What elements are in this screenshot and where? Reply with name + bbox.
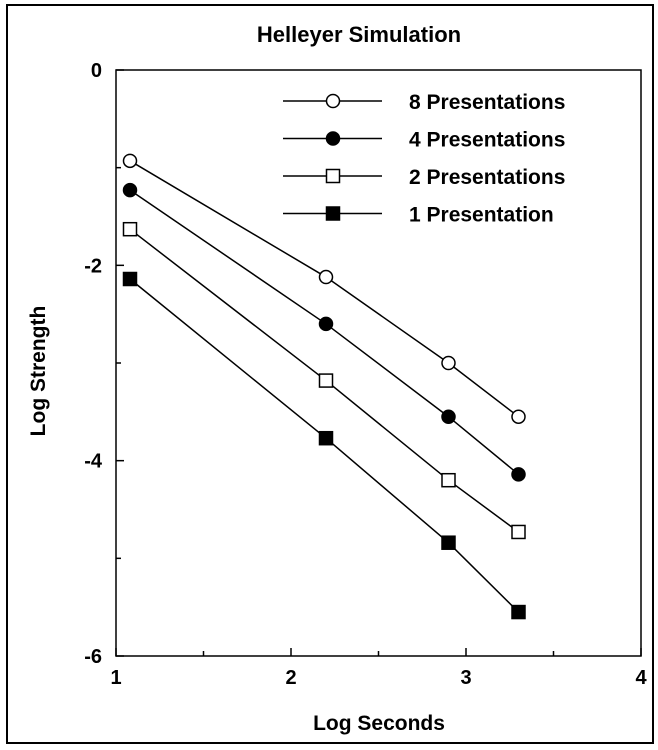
y-tick-label: -2 [84,255,102,277]
series-line [129,189,519,475]
series-group [122,153,526,620]
y-tick-label: -4 [84,451,103,473]
x-tick-label: 2 [285,667,296,689]
x-axis-label: Log Seconds [313,712,445,735]
legend-marker [325,168,341,184]
x-tick-label: 1 [110,667,121,689]
legend-label: 1 Presentation [409,204,554,227]
legend: 8 Presentations 4 Presentations 2 Presenta… [283,91,565,227]
series-2 [122,182,526,482]
y-tick-label: 0 [91,60,102,82]
data-point [511,524,526,540]
axis-ticks: 1 2 3 4 0 -2 -4 -6 [84,60,647,689]
legend-label: 4 Presentations [409,129,565,152]
chart-frame [6,4,654,744]
legend-entry: 4 Presentations [283,129,565,152]
data-point [122,271,138,287]
legend-label: 2 Presentations [409,166,565,189]
legend-entry: 8 Presentations [283,91,565,114]
data-point [441,535,456,550]
series-3 [122,221,526,540]
series-1 [122,153,526,424]
data-point [318,269,334,285]
legend-label: 8 Presentations [409,91,565,114]
chart-title: Helleyer Simulation [257,22,461,47]
x-tick-label: 3 [460,667,471,689]
data-point [511,604,526,620]
data-point [441,355,456,371]
legend-marker [325,131,341,146]
series-4 [122,271,526,620]
x-tick-label: 4 [635,667,647,689]
y-axis-label: Log Strength [27,306,50,437]
data-point [441,472,456,488]
data-point [441,409,456,424]
legend-entry: 1 Presentation [283,204,554,227]
y-tick-label: -6 [84,646,102,668]
data-point [511,467,526,482]
legend-entry: 2 Presentations [283,166,565,189]
data-point [318,373,334,388]
data-point [122,153,138,169]
legend-marker [325,93,341,109]
series-line [129,160,519,418]
series-line [129,228,519,533]
data-point [318,316,334,332]
data-point [122,182,138,198]
legend-marker [325,206,341,221]
data-point [511,409,526,424]
data-point [318,430,334,446]
data-point [122,221,138,237]
series-line [129,278,520,613]
